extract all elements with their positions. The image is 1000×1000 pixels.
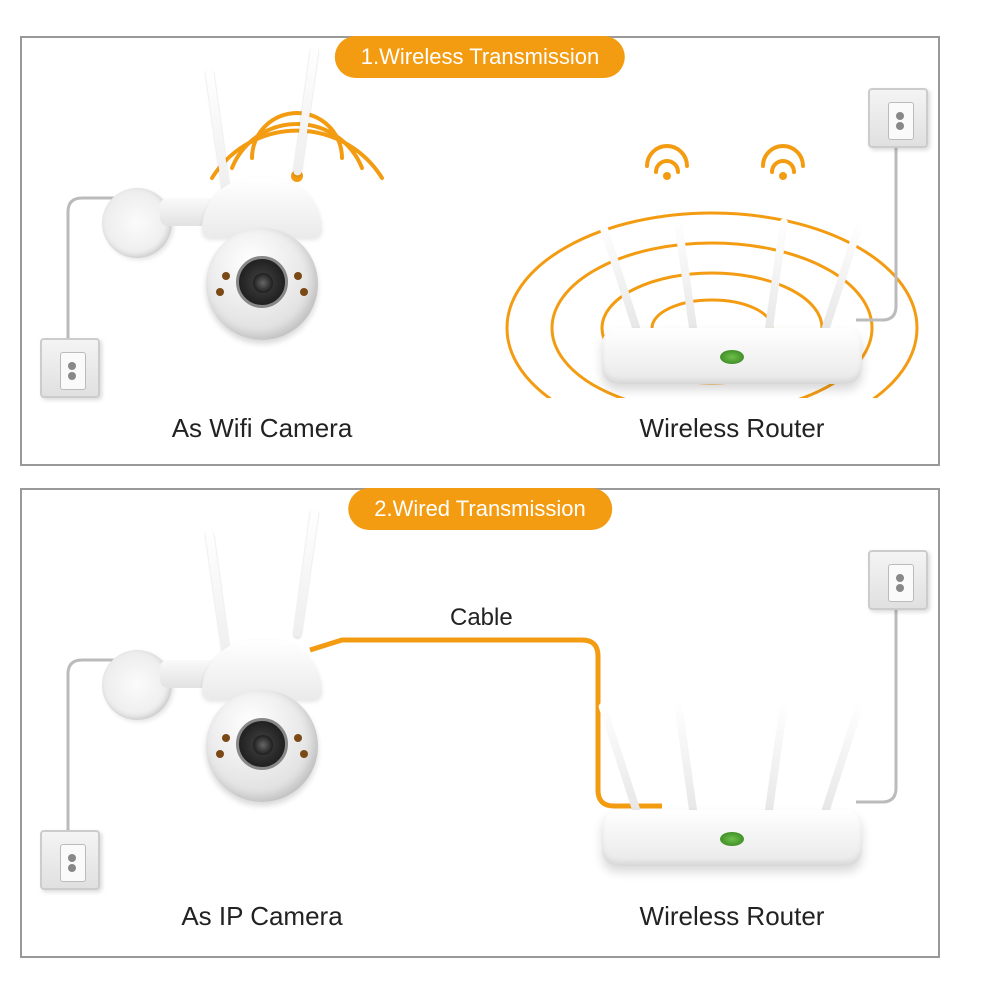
power-outlet-left-bottom — [40, 830, 100, 890]
router-label-bottom: Wireless Router — [602, 901, 862, 932]
power-outlet-right-top — [868, 88, 928, 148]
power-outlet-right-bottom — [868, 550, 928, 610]
wireless-router-icon-bottom — [582, 750, 882, 890]
camera-label-top: As Wifi Camera — [152, 413, 372, 444]
wireless-router-icon-top — [582, 268, 882, 408]
power-outlet-left-top — [40, 338, 100, 398]
wifi-camera-icon — [142, 98, 342, 358]
wifi-icon-antenna-1 — [632, 124, 702, 184]
title-wireless: 1.Wireless Transmission — [335, 36, 625, 78]
panel-wired: 2.Wired Transmission Cable As IP Camera — [20, 488, 940, 958]
cable-label: Cable — [450, 604, 513, 632]
router-label-top: Wireless Router — [602, 413, 862, 444]
panel-wireless: 1.Wireless Transmission — [20, 36, 940, 466]
ip-camera-icon — [142, 560, 342, 820]
wifi-icon-antenna-2 — [748, 124, 818, 184]
camera-label-bottom: As IP Camera — [152, 901, 372, 932]
